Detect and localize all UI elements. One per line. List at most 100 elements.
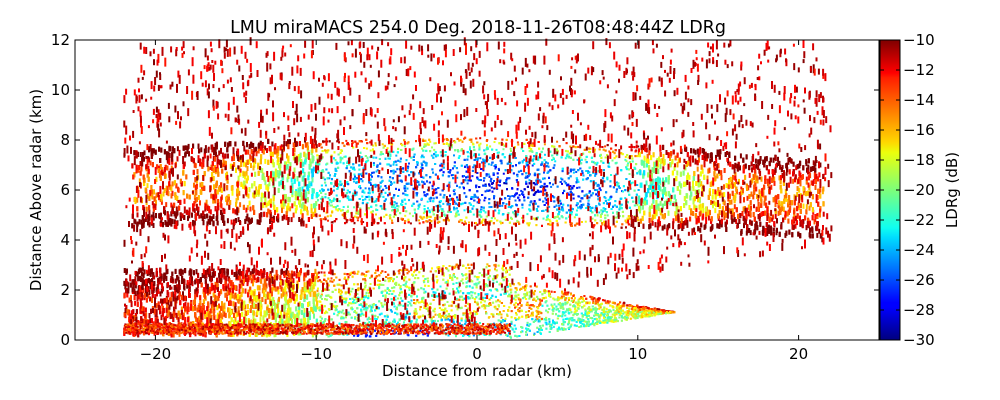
ldr-cell (502, 148, 505, 151)
ldr-cell (302, 161, 305, 167)
ldr-cell (335, 194, 338, 197)
ldr-cell (651, 220, 654, 226)
ldr-cell (554, 160, 557, 163)
ldr-cell (442, 202, 445, 205)
ldr-cell (717, 213, 720, 219)
ldr-cell (657, 206, 660, 212)
ldr-cell (588, 203, 591, 206)
ldr-cell (783, 194, 786, 200)
ldr-cell (281, 199, 284, 205)
ldr-cell (254, 159, 257, 164)
ldr-cell (745, 230, 748, 236)
ldr-cell (312, 166, 315, 172)
ldr-cell (144, 217, 147, 222)
ldr-cell (592, 161, 595, 164)
ldr-cell (699, 203, 702, 209)
ldr-cell (573, 168, 576, 171)
ldr-cell (292, 212, 295, 218)
ldr-cell (564, 157, 567, 160)
ldr-cell (165, 202, 168, 208)
ldr-cell (624, 158, 627, 161)
ldr-cell (426, 220, 429, 223)
ldr-cell (138, 178, 141, 184)
ldr-cell (235, 201, 237, 207)
ldr-cell (303, 171, 306, 177)
ldr-cell (337, 162, 340, 165)
ldr-cell (483, 199, 486, 202)
ldr-cell (738, 178, 740, 184)
ldr-cell (463, 209, 466, 212)
ldr-cell (728, 199, 731, 205)
ldr-cell (576, 158, 579, 161)
ldr-cell (688, 174, 691, 180)
ldr-cell (237, 175, 240, 181)
ldr-cell (298, 217, 301, 222)
ldr-cell (268, 181, 271, 187)
ldr-cell (495, 148, 498, 151)
ldr-cell (606, 178, 609, 181)
ldr-cell (170, 165, 173, 171)
ldr-cell (319, 197, 322, 200)
ldr-cell (518, 194, 521, 197)
ldr-cell (402, 167, 405, 170)
ldr-cell (188, 213, 191, 219)
ldr-cell (497, 167, 500, 170)
ldr-cell (386, 147, 389, 150)
ldr-cell (599, 213, 602, 216)
ldr-cell (572, 171, 575, 174)
ldr-cell (663, 224, 666, 230)
ldr-cell (735, 178, 738, 184)
ldr-cell (759, 158, 762, 164)
ldr-cell (505, 203, 508, 206)
ldr-cell (665, 191, 667, 197)
ldr-cell (740, 190, 742, 196)
ldr-cell (312, 188, 315, 194)
ldr-cell (645, 147, 648, 153)
ldr-cell (327, 219, 329, 222)
ldr-cell (403, 222, 406, 225)
ldr-cell (331, 210, 334, 213)
ldr-cell (773, 176, 776, 182)
ldr-cell (261, 168, 264, 174)
ldr-cell (310, 203, 313, 209)
ldr-cell (193, 182, 195, 188)
ldr-cell (637, 170, 640, 173)
ldr-cell (487, 173, 490, 176)
ldr-cell (694, 149, 697, 155)
ldr-cell (160, 196, 163, 202)
ldr-cell (499, 180, 501, 183)
ldr-cell (453, 154, 455, 157)
ldr-cell (527, 142, 529, 144)
ldr-cell (422, 212, 425, 215)
ldr-cell (373, 201, 376, 203)
ldr-cell (588, 171, 591, 174)
ldr-cell (570, 192, 573, 194)
ldr-cell (418, 222, 421, 225)
ldr-cell (289, 206, 292, 212)
ldr-cell (604, 214, 607, 217)
ldr-cell (422, 156, 425, 159)
ldr-cell (321, 196, 324, 199)
ldr-cell (464, 220, 466, 223)
ldr-cell (195, 178, 198, 184)
ldr-cell (802, 190, 805, 196)
ldr-cell (509, 147, 512, 150)
ldr-cell (353, 189, 356, 192)
ldr-cell (544, 153, 546, 156)
ldr-cell (197, 195, 200, 200)
ldr-cell (471, 175, 474, 178)
ldr-cell (218, 150, 221, 156)
ldr-cell (796, 220, 798, 226)
ldr-cell (406, 187, 409, 190)
ldr-cell (364, 187, 367, 190)
ldr-cell (649, 179, 652, 185)
ldr-cell (387, 163, 390, 166)
ldr-cell (677, 158, 680, 164)
ldr-cell (221, 162, 224, 168)
ldr-cell (599, 189, 602, 192)
ldr-cell (577, 145, 580, 148)
ldr-cell (246, 205, 249, 211)
ldr-cell (707, 211, 709, 217)
ldr-cell (433, 148, 436, 151)
